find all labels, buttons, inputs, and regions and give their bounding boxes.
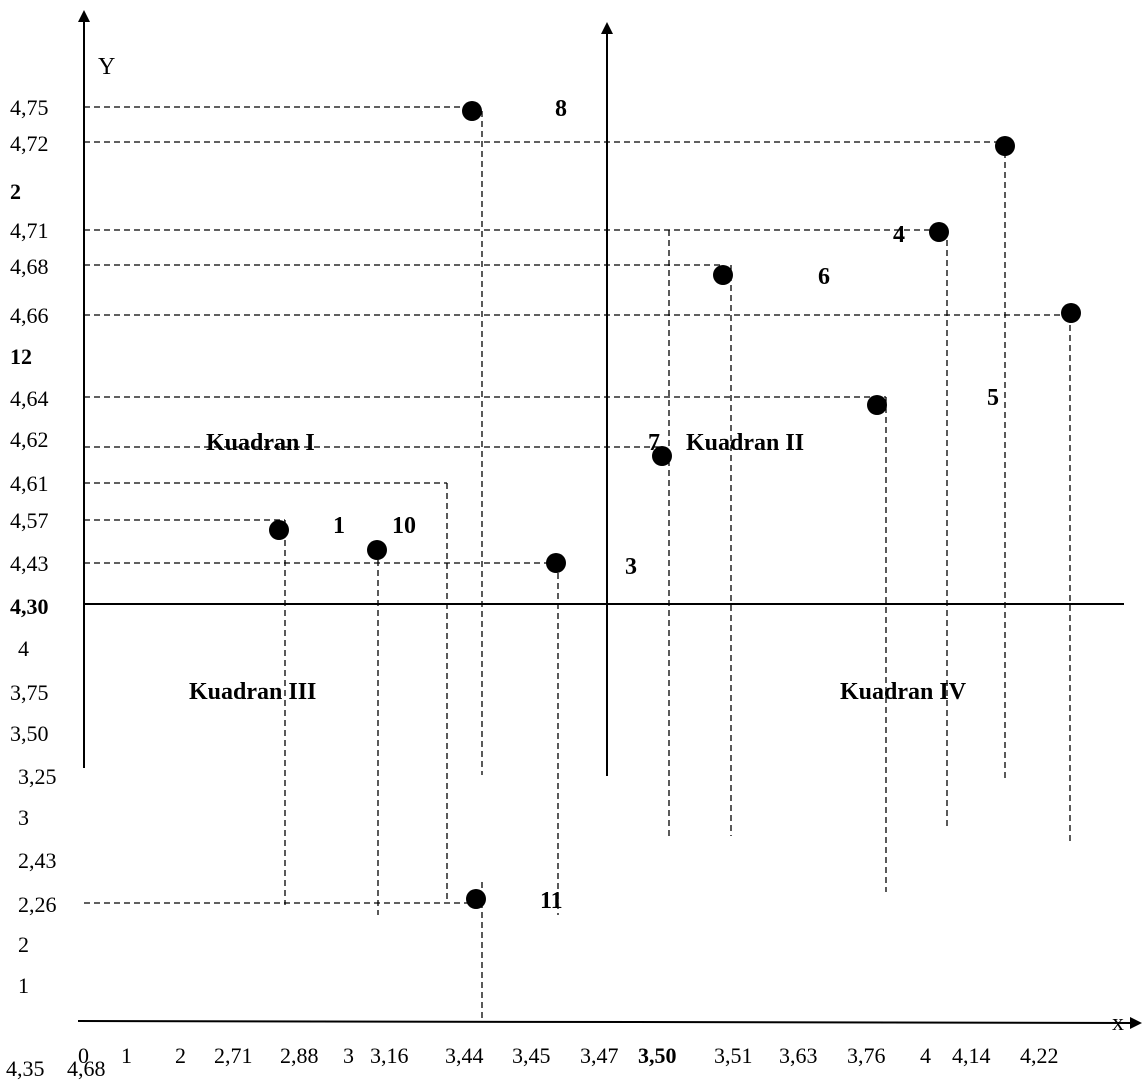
- x-tick-label: 4: [920, 1043, 931, 1068]
- data-point-label: 5: [987, 385, 999, 411]
- data-point-7: [652, 446, 672, 466]
- x-tick-label: 1: [121, 1043, 132, 1068]
- data-point-5: [867, 395, 887, 415]
- x-tick-label: 3,51: [714, 1043, 753, 1068]
- x-axis-label: x: [1112, 1010, 1124, 1036]
- y-tick-label: 4: [18, 636, 29, 661]
- data-point-12: [1061, 303, 1081, 323]
- x-tick-label: 3,44: [445, 1043, 484, 1068]
- data-point-4: [929, 222, 949, 242]
- quadrant-2-label: Kuadran II: [686, 430, 804, 456]
- y-tick-label: 4,43: [10, 551, 49, 576]
- data-point-label: 4: [893, 222, 905, 248]
- data-point-label: 1: [333, 513, 345, 539]
- data-point-6: [713, 265, 733, 285]
- y-tick-label: 4,62: [10, 427, 49, 452]
- x-tick-label: 2,88: [280, 1043, 319, 1068]
- y-tick-label: 2,43: [18, 848, 57, 873]
- x-tick-label-row2: 4,68: [67, 1056, 106, 1081]
- y-tick-label: 12: [10, 344, 32, 369]
- x-tick-label: 3,16: [370, 1043, 409, 1068]
- x-tick-label: 2: [175, 1043, 186, 1068]
- y-axis-label: Y: [98, 54, 115, 80]
- x-axis-main: [77, 1016, 1142, 1029]
- y-tick-label: 4,30: [10, 594, 49, 619]
- x-tick-label-row2: 4,35: [6, 1056, 45, 1081]
- data-point-label: 6: [818, 264, 830, 290]
- data-point-label: 3: [625, 554, 637, 580]
- vertical-guides: [284, 111, 1071, 1018]
- data-point-11: [466, 889, 486, 909]
- y-tick-label: 4,68: [10, 254, 49, 279]
- y-tick-label: 3,75: [10, 680, 49, 705]
- x-tick-label: 3,50: [638, 1043, 677, 1068]
- y-tick-label: 1: [18, 973, 29, 998]
- y-tick-labels: 4,754,7224,714,684,66124,644,624,614,574…: [10, 95, 57, 998]
- y-tick-label: 2,26: [18, 892, 57, 917]
- x-tick-label: 2,71: [214, 1043, 253, 1068]
- y-tick-label: 4,57: [10, 508, 49, 533]
- x-tick-label: 3,47: [580, 1043, 619, 1068]
- data-point-label: 7: [648, 430, 660, 456]
- data-point-label: 8: [555, 96, 567, 122]
- y-tick-label: 2: [10, 179, 21, 204]
- data-point-2: [995, 136, 1015, 156]
- y-tick-label: 4,71: [10, 218, 49, 243]
- x-tick-label: 4,14: [952, 1043, 991, 1068]
- x-tick-label: 3: [343, 1043, 354, 1068]
- horizontal-guides: [84, 106, 1071, 904]
- data-point-3: [546, 553, 566, 573]
- x-tick-label: 3,76: [847, 1043, 886, 1068]
- x-tick-label: 0: [78, 1043, 89, 1068]
- x-tick-label: 3,63: [779, 1043, 818, 1068]
- quadrant-4-label: Kuadran IV: [840, 679, 967, 705]
- y-tick-label: 3,50: [10, 721, 49, 746]
- y-tick-label: 4,72: [10, 131, 49, 156]
- data-point-8: [462, 101, 482, 121]
- y-tick-label: 3: [18, 805, 29, 830]
- y-tick-label: 4,75: [10, 95, 49, 120]
- y-tick-label: 4,64: [10, 386, 49, 411]
- y-tick-label: 4,66: [10, 303, 49, 328]
- data-points: 1 10 3 8 7 6 4 5 11: [269, 96, 1081, 914]
- data-point-10: [367, 540, 387, 560]
- data-point-1: [269, 520, 289, 540]
- y-tick-label: 4,61: [10, 471, 49, 496]
- data-point-label: 10: [392, 513, 416, 539]
- quadrant-1-label: Kuadran I: [206, 430, 315, 456]
- quadrant-3-label: Kuadran III: [189, 679, 316, 705]
- x-tick-label: 4,22: [1020, 1043, 1059, 1068]
- data-point-label: 11: [540, 888, 563, 914]
- x-tick-label: 3,45: [512, 1043, 551, 1068]
- y-tick-label: 2: [18, 932, 29, 957]
- y-tick-label: 3,25: [18, 764, 57, 789]
- x-tick-labels: 0 1 2 2,71 2,88 3 3,16 3,44 3,45 3,47 3,50 3,51 3,63…: [6, 1043, 1059, 1081]
